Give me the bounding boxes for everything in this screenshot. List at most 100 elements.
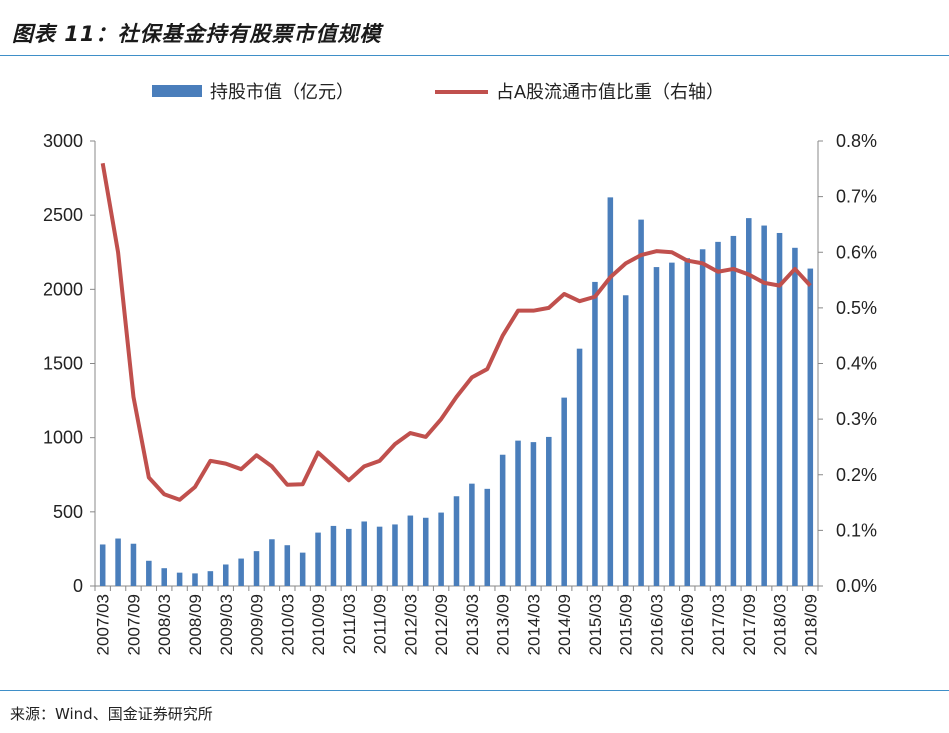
bar-2013/03	[469, 483, 475, 586]
bar-2007/06	[115, 538, 121, 586]
bar-2007/03	[99, 544, 106, 586]
bar-2014/12	[576, 348, 583, 586]
bar-2011/12	[392, 524, 398, 586]
bar-2014/03	[530, 442, 537, 586]
bar-2014/09	[561, 397, 567, 586]
x-tick-label: 2007/09	[124, 594, 143, 655]
x-tick-label: 2013/09	[494, 594, 513, 655]
right-tick-label: 0.3%	[836, 409, 877, 429]
bar-2007/09	[130, 543, 137, 586]
right-tick-label: 0.1%	[836, 520, 877, 540]
left-tick-label: 1500	[43, 354, 83, 374]
right-tick-label: 0.2%	[836, 465, 877, 485]
bar-2015/06	[607, 197, 614, 586]
bar-2015/09	[622, 295, 629, 586]
bar-2009/09	[253, 551, 260, 586]
bar-2017/09	[746, 218, 752, 586]
bar-2014/06	[546, 436, 552, 586]
left-tick-label: 1000	[43, 428, 83, 448]
bar-2016/12	[699, 249, 706, 586]
x-tick-label: 2018/09	[801, 594, 820, 655]
right-tick-label: 0.6%	[836, 242, 877, 262]
bar-2009/12	[269, 539, 275, 586]
right-tick-label: 0.0%	[836, 576, 877, 596]
bar-2012/03	[407, 515, 414, 586]
bar-2010/09	[315, 532, 321, 586]
legend-bar-swatch	[152, 85, 202, 97]
line-series	[100, 162, 812, 502]
right-tick-label: 0.4%	[836, 354, 877, 374]
x-tick-label: 2012/03	[401, 594, 420, 655]
title-rule	[0, 55, 949, 56]
bar-2007/12	[146, 560, 152, 586]
bar-2016/03	[653, 267, 660, 586]
ratio-line	[100, 162, 812, 502]
bar-2015/03	[592, 281, 598, 586]
bar-2009/06	[238, 558, 244, 586]
bar-2011/03	[346, 528, 352, 586]
x-tick-label: 2008/09	[186, 594, 205, 655]
x-tick-label: 2011/09	[371, 594, 390, 654]
tick-labels: 0 500 1000 1500 2000 2500 3000 0.0% 0.1% 0.2% 0.3%…	[43, 131, 877, 655]
bar-2011/09	[376, 526, 383, 586]
bars-series	[99, 197, 814, 587]
bar-2013/06	[484, 488, 491, 586]
right-tick-label: 0.5%	[836, 298, 877, 318]
bar-2018/09	[807, 268, 814, 586]
x-tick-label: 2016/03	[647, 594, 666, 655]
x-tick-label: 2009/09	[248, 594, 267, 655]
bar-2016/06	[669, 262, 675, 586]
x-tick-label: 2007/03	[94, 594, 113, 655]
bar-2012/09	[438, 512, 444, 586]
left-tick-label: 0	[73, 576, 83, 596]
left-tick-label: 2000	[43, 279, 83, 299]
bar-2010/03	[284, 545, 291, 586]
source-note: 来源：Wind、国金证券研究所	[10, 705, 213, 723]
bar-2010/06	[299, 552, 306, 587]
x-tick-label: 2018/03	[771, 594, 790, 655]
bar-2012/06	[422, 517, 429, 586]
bar-2008/09	[192, 573, 198, 586]
bar-2010/12	[330, 525, 337, 586]
right-tick-label: 0.8%	[836, 131, 877, 151]
x-tick-label: 2012/09	[432, 594, 451, 655]
right-tick-label: 0.7%	[836, 187, 877, 207]
left-tick-label: 2500	[43, 205, 83, 225]
x-tick-label: 2016/09	[678, 594, 697, 655]
x-tick-label: 2011/03	[340, 594, 359, 654]
left-tick-label: 3000	[43, 131, 83, 151]
x-tick-label: 2013/03	[463, 594, 482, 655]
left-tick-label: 500	[53, 502, 83, 522]
x-tick-label: 2010/09	[309, 594, 328, 655]
bar-2017/03	[715, 241, 721, 586]
bar-2012/12	[453, 496, 460, 586]
legend: 持股市值（亿元） 占A股流通市值比重（右轴）	[152, 82, 724, 102]
legend-line-label: 占A股流通市值比重（右轴）	[496, 82, 724, 102]
bar-2017/06	[730, 235, 737, 586]
bar-2013/09	[499, 454, 506, 586]
x-tick-label: 2017/03	[709, 594, 728, 655]
legend-bar-label: 持股市值（亿元）	[210, 82, 354, 102]
bar-2018/03	[776, 232, 783, 586]
x-tick-label: 2014/03	[524, 594, 543, 655]
bar-2017/12	[761, 225, 767, 587]
bar-2008/12	[207, 571, 214, 586]
x-tick-label: 2009/03	[217, 594, 236, 655]
footer-rule	[0, 690, 949, 691]
x-tick-label: 2017/09	[740, 594, 759, 655]
bar-2013/12	[515, 440, 521, 586]
page-title: 图表 11：社保基金持有股票市值规模	[12, 22, 382, 46]
bar-2018/06	[792, 247, 798, 587]
x-tick-label: 2015/09	[617, 594, 636, 655]
x-tick-label: 2008/03	[155, 594, 174, 655]
bar-2011/06	[361, 521, 367, 586]
bar-2008/03	[161, 568, 167, 586]
bar-2016/09	[684, 258, 691, 586]
bar-2015/12	[638, 219, 644, 586]
x-tick-label: 2014/09	[555, 594, 574, 655]
x-tick-label: 2015/03	[586, 594, 605, 655]
bar-2008/06	[176, 572, 183, 586]
x-tick-label: 2010/03	[278, 594, 297, 655]
bar-2009/03	[222, 564, 229, 586]
